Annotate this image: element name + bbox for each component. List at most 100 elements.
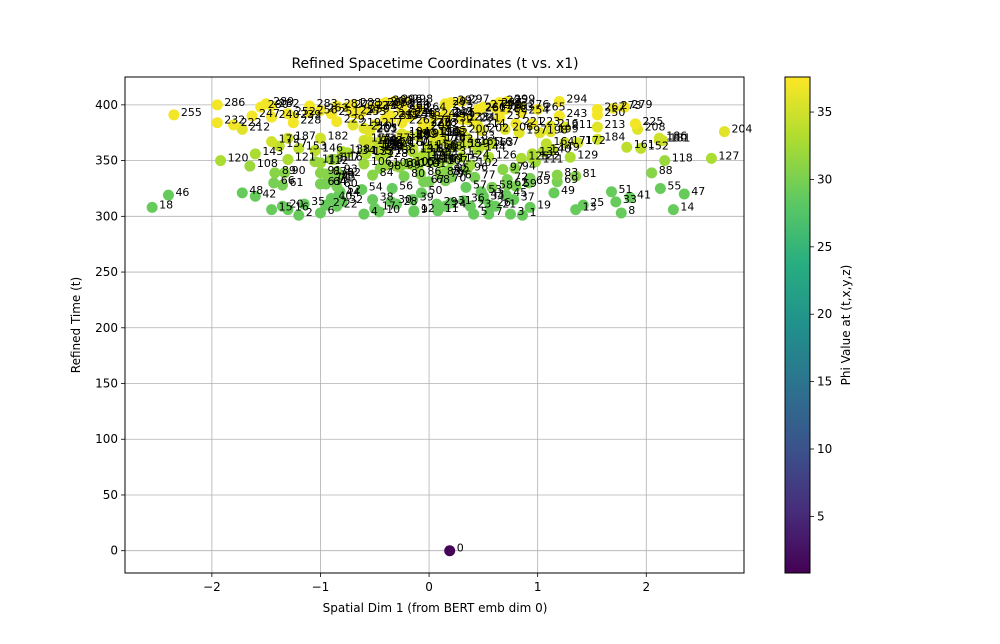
data-point bbox=[314, 207, 326, 219]
point-label: 106 bbox=[371, 155, 392, 168]
data-point bbox=[304, 100, 316, 112]
data-point bbox=[526, 148, 538, 160]
data-point bbox=[477, 101, 489, 113]
point-label: 201 bbox=[376, 123, 397, 136]
point-label: 248 bbox=[420, 106, 441, 119]
data-point bbox=[431, 198, 443, 210]
data-point bbox=[458, 195, 470, 207]
data-point bbox=[309, 156, 321, 168]
point-label: 41 bbox=[637, 188, 651, 201]
point-label: 163 bbox=[493, 136, 514, 149]
point-label: 43 bbox=[490, 187, 504, 200]
data-point bbox=[500, 189, 512, 201]
data-point bbox=[548, 187, 560, 199]
data-point bbox=[398, 170, 410, 182]
colorbar-ticks: 5 10 15 20 25 30 35 bbox=[810, 105, 832, 523]
point-label: 123 bbox=[431, 148, 452, 161]
data-point bbox=[298, 198, 310, 210]
point-label: 97 bbox=[510, 161, 524, 174]
point-label: 288 bbox=[360, 96, 381, 109]
point-label: 78 bbox=[341, 168, 355, 181]
data-point bbox=[534, 127, 546, 139]
data-point bbox=[423, 141, 435, 153]
point-label: 170 bbox=[407, 134, 428, 147]
point-label: 299 bbox=[514, 93, 535, 106]
data-point bbox=[659, 155, 671, 167]
point-label: 70 bbox=[452, 172, 466, 185]
x-tick-label: 2 bbox=[642, 580, 650, 594]
data-point bbox=[407, 142, 419, 154]
point-label: 76 bbox=[458, 168, 472, 181]
point-label: 252 bbox=[295, 105, 316, 118]
point-label: 143 bbox=[262, 145, 283, 158]
point-label: 3 bbox=[518, 205, 525, 218]
point-label: 61 bbox=[289, 176, 303, 189]
data-point bbox=[236, 187, 248, 199]
point-label: 85 bbox=[447, 165, 461, 178]
point-label: 272 bbox=[501, 98, 522, 111]
y-tick-label: 200 bbox=[95, 321, 118, 335]
point-label: 296 bbox=[401, 93, 422, 106]
data-point bbox=[423, 176, 435, 188]
point-label: 280 bbox=[268, 98, 289, 111]
point-label: 35 bbox=[311, 195, 325, 208]
point-label: 289 bbox=[273, 95, 294, 108]
data-point bbox=[396, 128, 408, 140]
point-label: 290 bbox=[390, 95, 411, 108]
point-label: 120 bbox=[228, 152, 249, 165]
point-label: 257 bbox=[360, 104, 381, 117]
data-point bbox=[718, 126, 730, 138]
colorbar-tick-label: 20 bbox=[817, 307, 832, 321]
data-point bbox=[399, 96, 411, 108]
point-label: 223 bbox=[539, 115, 560, 128]
data-point bbox=[269, 167, 281, 179]
point-label: 277 bbox=[355, 98, 376, 111]
data-point bbox=[624, 191, 636, 203]
data-point bbox=[654, 182, 666, 194]
point-label: 240 bbox=[279, 108, 300, 121]
point-label: 177 bbox=[389, 132, 410, 145]
data-point bbox=[591, 121, 603, 133]
point-label: 222 bbox=[241, 116, 262, 129]
point-label: 28 bbox=[403, 195, 417, 208]
point-label: 255 bbox=[181, 106, 202, 119]
point-label: 242 bbox=[442, 107, 463, 120]
point-label: 69 bbox=[564, 173, 578, 186]
data-point bbox=[293, 209, 305, 221]
data-point bbox=[515, 101, 527, 113]
y-axis-ticks: 0 50 100 150 200 250 300 350 400 bbox=[95, 98, 125, 558]
point-label: 65 bbox=[536, 174, 550, 187]
point-label: 47 bbox=[691, 185, 705, 198]
y-tick-label: 300 bbox=[95, 209, 118, 223]
point-label: 33 bbox=[623, 193, 637, 206]
data-point bbox=[236, 123, 248, 135]
point-label: 66 bbox=[281, 174, 295, 187]
point-label: 60 bbox=[344, 177, 358, 190]
point-label: 168 bbox=[382, 134, 403, 147]
y-axis-title: Refined Time (t) bbox=[69, 277, 83, 373]
point-label: 137 bbox=[420, 143, 441, 156]
colorbar bbox=[784, 76, 811, 574]
y-tick-label: 400 bbox=[95, 98, 118, 112]
point-label: 2 bbox=[306, 206, 313, 219]
data-point bbox=[282, 108, 294, 120]
colorbar-title: Phi Value at (t,x,y,z) bbox=[839, 265, 853, 386]
point-label: 202 bbox=[488, 122, 509, 135]
point-label: 158 bbox=[460, 137, 481, 150]
point-label: 64 bbox=[333, 175, 347, 188]
point-label: 68 bbox=[436, 173, 450, 186]
point-label: 18 bbox=[159, 198, 173, 211]
point-label: 253 bbox=[365, 105, 386, 118]
point-label: 19 bbox=[537, 198, 551, 211]
point-label: 179 bbox=[279, 133, 300, 146]
data-point bbox=[266, 204, 278, 216]
data-point bbox=[635, 142, 647, 154]
point-label: 67 bbox=[431, 173, 445, 186]
point-label: 4 bbox=[371, 205, 378, 218]
data-point bbox=[412, 103, 424, 115]
data-point bbox=[356, 184, 368, 196]
point-label: 169 bbox=[376, 134, 397, 147]
data-point bbox=[358, 208, 370, 220]
point-label: 10 bbox=[386, 203, 400, 216]
data-point bbox=[385, 196, 397, 208]
